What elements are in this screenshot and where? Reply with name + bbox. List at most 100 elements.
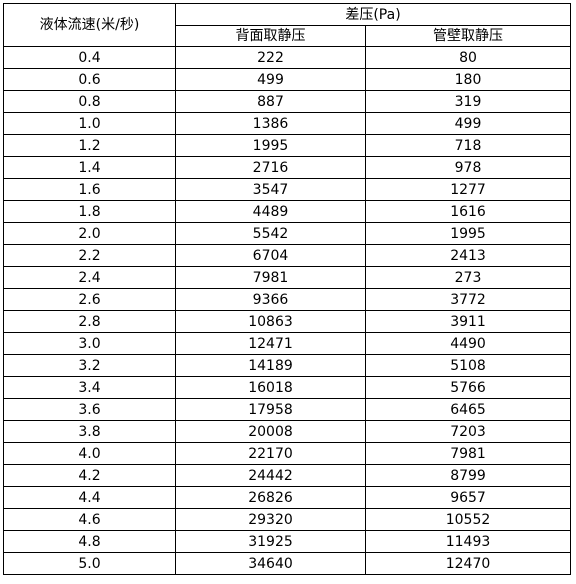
wall-tap-cell: 499	[364, 112, 572, 135]
table-row: 5.0 34640 12470	[3, 552, 572, 575]
wall-tap-cell: 1277	[364, 178, 572, 201]
table-row: 1.6 3547 1277	[3, 178, 572, 201]
velocity-cell: 3.2	[3, 354, 176, 377]
velocity-cell: 2.2	[3, 244, 176, 267]
back-tap-cell: 3547	[175, 178, 366, 201]
velocity-cell: 0.8	[3, 90, 176, 113]
back-tap-cell: 1386	[175, 112, 366, 135]
velocity-cell: 4.0	[3, 442, 176, 465]
wall-tap-cell: 7203	[364, 420, 572, 443]
table-row: 4.2 24442 8799	[3, 464, 572, 487]
table-row: 1.8 4489 1616	[3, 200, 572, 223]
wall-tap-cell: 11493	[364, 530, 572, 553]
back-tap-cell: 4489	[175, 200, 366, 223]
table-header: 液体流速(米/秒) 差压(Pa) 背面取静压 管壁取静压	[3, 3, 572, 47]
wall-tap-cell: 6465	[364, 398, 572, 421]
velocity-cell: 2.4	[3, 266, 176, 289]
wall-tap-cell: 8799	[364, 464, 572, 487]
table-row: 2.0 5542 1995	[3, 222, 572, 245]
back-tap-cell: 499	[175, 68, 366, 91]
velocity-cell: 3.8	[3, 420, 176, 443]
velocity-cell: 0.6	[3, 68, 176, 91]
wall-tap-cell: 9657	[364, 486, 572, 509]
velocity-cell: 2.0	[3, 222, 176, 245]
velocity-cell: 1.2	[3, 134, 176, 157]
back-tap-cell: 22170	[175, 442, 366, 465]
velocity-cell: 1.8	[3, 200, 176, 223]
velocity-cell: 2.6	[3, 288, 176, 311]
table-row: 3.2 14189 5108	[3, 354, 572, 377]
wall-tap-cell: 1616	[364, 200, 572, 223]
wall-tap-cell: 1995	[364, 222, 572, 245]
table-row: 0.8 887 319	[3, 90, 572, 113]
velocity-cell: 4.6	[3, 508, 176, 531]
wall-tap-cell: 3772	[364, 288, 572, 311]
table-row: 3.8 20008 7203	[3, 420, 572, 443]
table-row: 4.4 26826 9657	[3, 486, 572, 509]
table-body: 0.4 222 80 0.6 499 180 0.8 887 319 1.0 1386 499 1.2 1…	[3, 46, 572, 575]
table-row: 0.4 222 80	[3, 46, 572, 69]
table-row: 1.4 2716 978	[3, 156, 572, 179]
table-row: 1.2 1995 718	[3, 134, 572, 157]
velocity-cell: 0.4	[3, 46, 176, 69]
back-tap-cell: 20008	[175, 420, 366, 443]
velocity-cell: 1.4	[3, 156, 176, 179]
velocity-column-header: 液体流速(米/秒)	[3, 3, 176, 47]
back-tap-cell: 10863	[175, 310, 366, 333]
table-row: 2.4 7981 273	[3, 266, 572, 289]
back-tap-cell: 29320	[175, 508, 366, 531]
velocity-cell: 3.4	[3, 376, 176, 399]
wall-tap-cell: 3911	[364, 310, 572, 333]
velocity-cell: 4.2	[3, 464, 176, 487]
back-tap-cell: 5542	[175, 222, 366, 245]
velocity-cell: 4.8	[3, 530, 176, 553]
wall-tap-column-header: 管壁取静压	[364, 25, 572, 47]
wall-tap-cell: 12470	[364, 552, 572, 575]
wall-tap-cell: 718	[364, 134, 572, 157]
back-tap-cell: 7981	[175, 266, 366, 289]
back-tap-cell: 12471	[175, 332, 366, 355]
back-tap-cell: 31925	[175, 530, 366, 553]
back-tap-cell: 6704	[175, 244, 366, 267]
table-row: 3.0 12471 4490	[3, 332, 572, 355]
back-tap-cell: 24442	[175, 464, 366, 487]
velocity-cell: 3.0	[3, 332, 176, 355]
back-tap-cell: 1995	[175, 134, 366, 157]
velocity-cell: 1.6	[3, 178, 176, 201]
wall-tap-cell: 5766	[364, 376, 572, 399]
wall-tap-cell: 2413	[364, 244, 572, 267]
wall-tap-cell: 978	[364, 156, 572, 179]
wall-tap-cell: 4490	[364, 332, 572, 355]
table-row: 4.8 31925 11493	[3, 530, 572, 553]
table-row: 1.0 1386 499	[3, 112, 572, 135]
back-tap-cell: 222	[175, 46, 366, 69]
wall-tap-cell: 80	[364, 46, 572, 69]
velocity-cell: 3.6	[3, 398, 176, 421]
data-table-container: 液体流速(米/秒) 差压(Pa) 背面取静压 管壁取静压 0.4 222 80 0.6…	[3, 3, 572, 575]
wall-tap-cell: 10552	[364, 508, 572, 531]
back-tap-cell: 16018	[175, 376, 366, 399]
wall-tap-cell: 180	[364, 68, 572, 91]
velocity-cell: 4.4	[3, 486, 176, 509]
velocity-cell: 2.8	[3, 310, 176, 333]
back-tap-cell: 17958	[175, 398, 366, 421]
pressure-table: 液体流速(米/秒) 差压(Pa) 背面取静压 管壁取静压 0.4 222 80 0.6…	[3, 3, 572, 575]
back-tap-cell: 14189	[175, 354, 366, 377]
table-row: 4.6 29320 10552	[3, 508, 572, 531]
wall-tap-cell: 273	[364, 266, 572, 289]
header-row-group: 液体流速(米/秒) 差压(Pa)	[3, 3, 572, 47]
table-row: 3.4 16018 5766	[3, 376, 572, 399]
back-tap-cell: 887	[175, 90, 366, 113]
wall-tap-cell: 5108	[364, 354, 572, 377]
wall-tap-cell: 7981	[364, 442, 572, 465]
table-row: 2.6 9366 3772	[3, 288, 572, 311]
velocity-cell: 1.0	[3, 112, 176, 135]
velocity-cell: 5.0	[3, 552, 176, 575]
back-tap-column-header: 背面取静压	[175, 25, 366, 47]
table-row: 2.2 6704 2413	[3, 244, 572, 267]
back-tap-cell: 2716	[175, 156, 366, 179]
back-tap-cell: 26826	[175, 486, 366, 509]
back-tap-cell: 34640	[175, 552, 366, 575]
pressure-group-header: 差压(Pa)	[174, 3, 572, 26]
table-row: 0.6 499 180	[3, 68, 572, 91]
